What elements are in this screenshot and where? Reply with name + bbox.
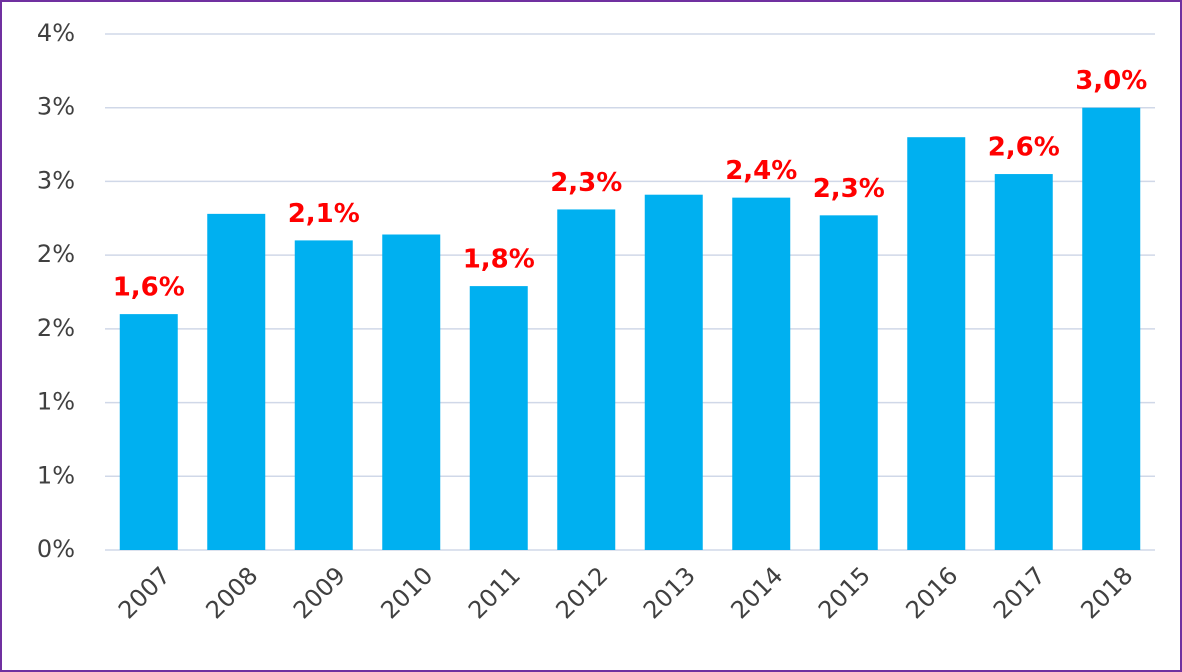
y-tick-label: 1% xyxy=(37,388,75,416)
data-label: 2,1% xyxy=(288,199,360,229)
y-tick-label: 3% xyxy=(37,166,75,194)
bar xyxy=(557,209,616,550)
y-tick-label: 2% xyxy=(37,240,75,268)
bar xyxy=(1082,107,1141,550)
bar xyxy=(819,215,878,550)
data-label: 2,3% xyxy=(550,168,622,198)
y-tick-label: 1% xyxy=(37,461,75,489)
bar xyxy=(469,286,528,550)
bar xyxy=(644,194,703,550)
bar xyxy=(382,234,441,550)
y-tick-label: 0% xyxy=(37,535,75,563)
y-tick-label: 2% xyxy=(37,314,75,342)
bar xyxy=(732,197,791,550)
y-tick-label: 3% xyxy=(37,93,75,121)
data-label: 2,3% xyxy=(813,174,885,204)
bar xyxy=(207,213,266,550)
bar xyxy=(994,174,1053,551)
data-label: 1,8% xyxy=(463,245,535,275)
data-label: 1,6% xyxy=(113,273,185,303)
bar xyxy=(119,314,178,550)
bar xyxy=(294,240,353,550)
data-label: 2,6% xyxy=(988,133,1060,163)
data-label: 2,4% xyxy=(725,156,797,186)
y-tick-label: 4% xyxy=(37,19,75,47)
data-label: 3,0% xyxy=(1075,66,1147,96)
bar xyxy=(907,137,966,550)
